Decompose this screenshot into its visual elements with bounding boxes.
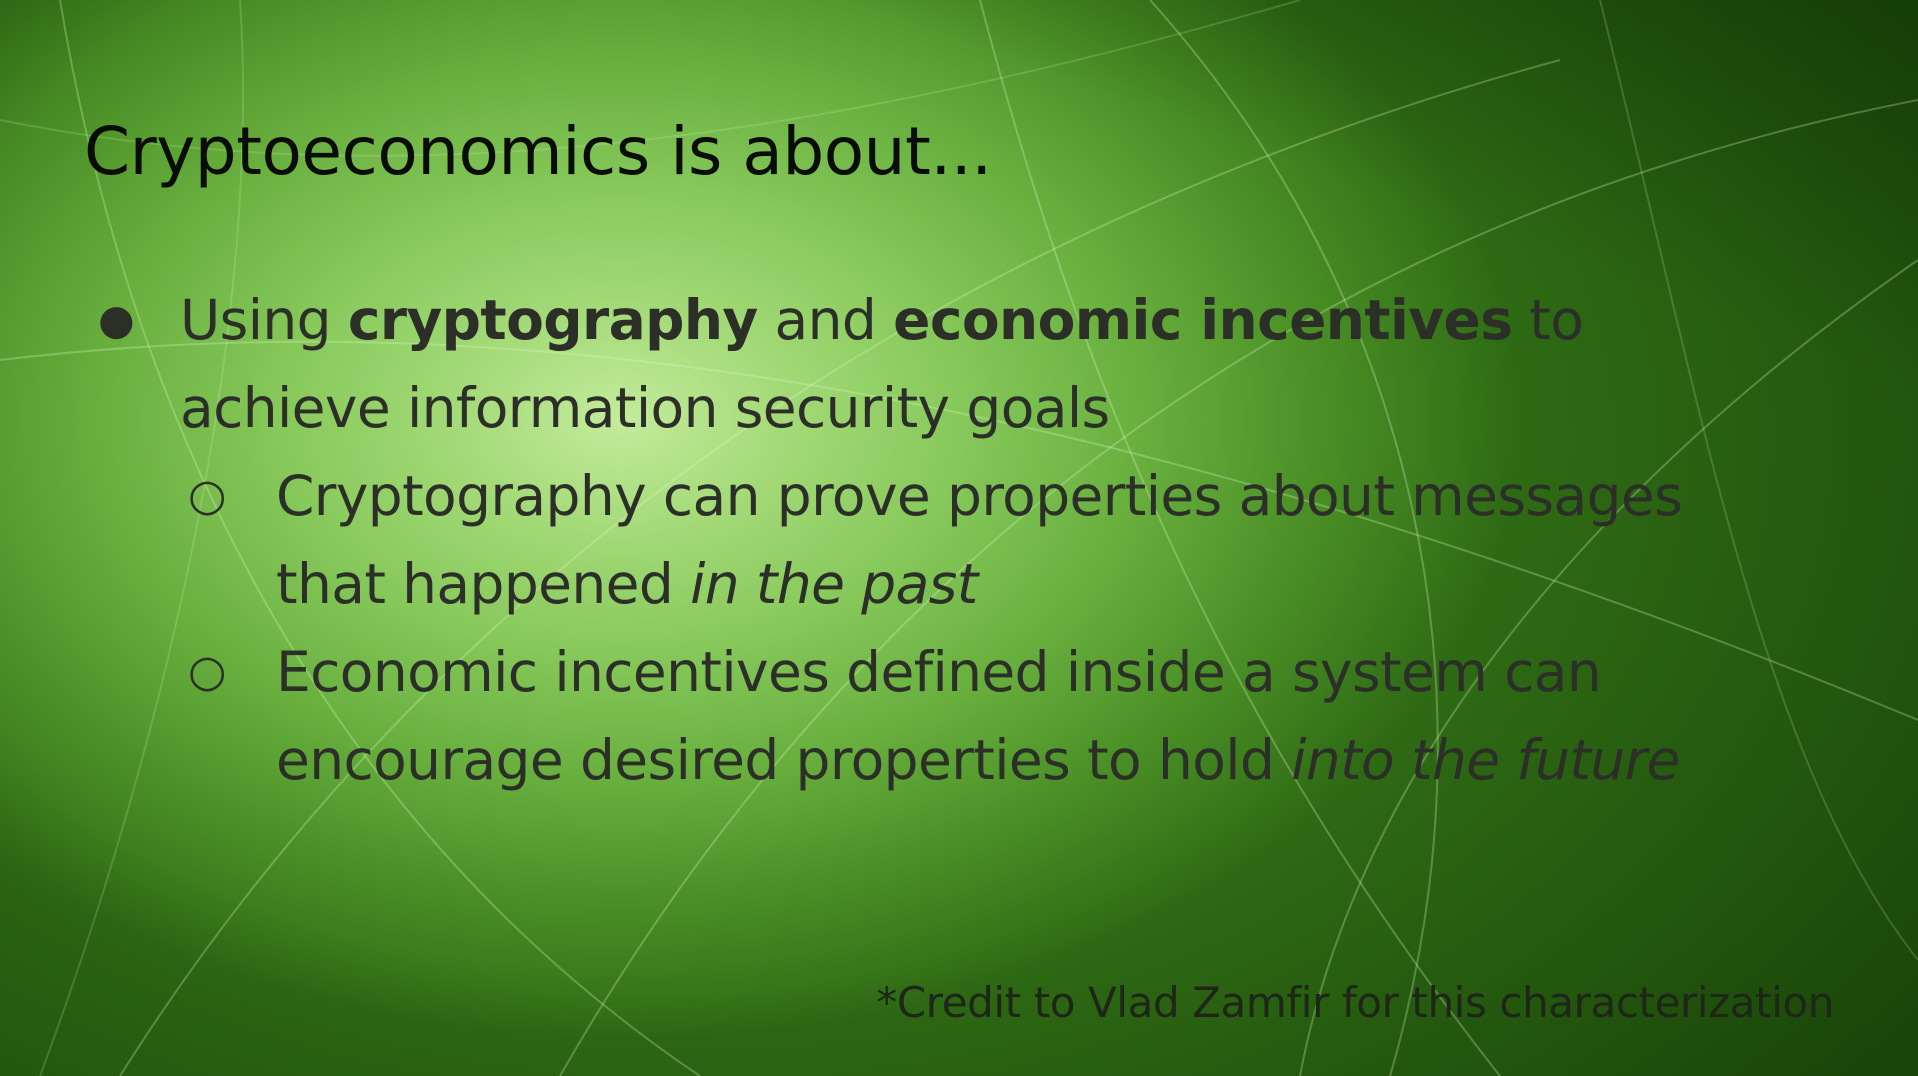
sub-bullet-text: that happened xyxy=(276,552,691,616)
bullet-emphasis: cryptography xyxy=(347,288,758,352)
bullet-continuation: achieve information security goals xyxy=(92,364,1872,452)
credit-footnote: *Credit to Vlad Zamfir for this characte… xyxy=(876,978,1834,1027)
bullet-text: to xyxy=(1512,288,1584,352)
bullet-text: and xyxy=(757,288,894,352)
slide-title: Cryptoeconomics is about... xyxy=(84,113,992,190)
bullet-list: ● Using cryptography and economic incent… xyxy=(92,276,1872,804)
sub-bullet-text: Economic incentives defined inside a sys… xyxy=(276,640,1602,704)
bullet-circle-icon: ○ xyxy=(188,470,226,521)
sub-bullet-text: Cryptography can prove properties about … xyxy=(276,464,1683,528)
bullet-text: achieve information security goals xyxy=(180,376,1110,440)
sub-bullet-continuation: that happened in the past xyxy=(92,540,1872,628)
bullet-item: ● Using cryptography and economic incent… xyxy=(92,276,1872,364)
sub-bullet-emphasis: in the past xyxy=(690,552,978,616)
sub-bullet-emphasis: into the future xyxy=(1291,728,1680,792)
sub-bullet-item: ○ Cryptography can prove properties abou… xyxy=(92,452,1872,540)
bullet-emphasis: economic incentives xyxy=(893,288,1513,352)
sub-bullet-text: encourage desired properties to hold xyxy=(276,728,1292,792)
bullet-circle-icon: ○ xyxy=(188,646,226,697)
sub-bullet-continuation: encourage desired properties to hold int… xyxy=(92,716,1872,804)
bullet-dot-icon: ● xyxy=(98,295,135,344)
bullet-text: Using xyxy=(180,288,348,352)
sub-bullet-item: ○ Economic incentives defined inside a s… xyxy=(92,628,1872,716)
